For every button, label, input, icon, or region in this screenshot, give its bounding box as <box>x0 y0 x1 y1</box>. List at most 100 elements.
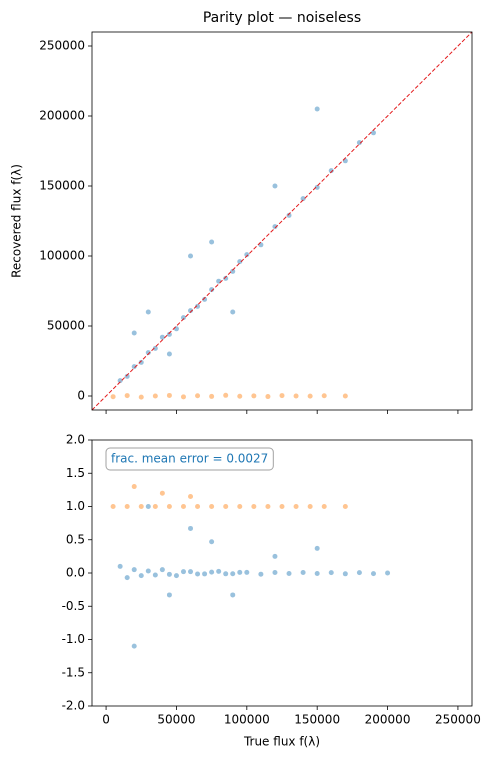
scatter-point <box>279 393 285 399</box>
scatter-point <box>286 571 292 577</box>
x-tick-label: 150000 <box>294 713 340 727</box>
scatter-point <box>138 359 144 365</box>
scatter-point <box>223 571 229 577</box>
x-tick-label: 200000 <box>365 713 411 727</box>
scatter-point <box>117 378 123 384</box>
scatter-series <box>117 106 376 384</box>
scatter-point <box>244 252 250 258</box>
y-tick-label: 1.0 <box>66 499 85 513</box>
y-tick-label: -1.0 <box>62 632 85 646</box>
y-tick-label: 0 <box>77 389 85 403</box>
scatter-point <box>314 184 320 190</box>
axes-frame <box>91 31 473 411</box>
x-tick-label: 50000 <box>157 713 195 727</box>
scatter-point <box>159 334 165 340</box>
scatter-point <box>188 253 194 259</box>
scatter-point <box>251 504 257 509</box>
scatter-series <box>110 392 348 400</box>
scatter-point <box>110 394 116 400</box>
scatter-point <box>216 568 222 574</box>
scatter-point <box>166 592 172 598</box>
scatter-point <box>300 196 306 202</box>
scatter-point <box>159 567 165 573</box>
x-tick-label: 0 <box>102 713 110 727</box>
y-tick-label: -1.5 <box>62 665 85 679</box>
scatter-point <box>195 303 201 309</box>
x-tick-label: 250000 <box>435 713 481 727</box>
scatter-point <box>131 643 137 649</box>
scatter-point <box>152 393 158 399</box>
scatter-point <box>166 504 172 509</box>
scatter-point <box>356 140 362 146</box>
scatter-point <box>265 394 271 400</box>
scatter-point <box>385 570 391 576</box>
scatter-point <box>188 525 194 531</box>
scatter-point <box>293 504 299 509</box>
scatter-point <box>230 592 236 598</box>
y-axis-label: Recovered flux f(λ) <box>10 164 24 278</box>
scatter-point <box>124 373 130 379</box>
scatter-point <box>138 394 144 400</box>
scatter-point <box>251 393 257 399</box>
scatter-point <box>237 569 243 575</box>
y-tick-label: 0.0 <box>66 566 85 580</box>
annotation: frac. mean error = 0.0027 <box>111 452 268 466</box>
scatter-series <box>117 504 391 649</box>
scatter-point <box>223 392 229 398</box>
scatter-point <box>328 168 334 174</box>
scatter-point <box>209 569 215 575</box>
scatter-point <box>307 393 313 399</box>
scatter-point <box>342 571 348 577</box>
annotation-box <box>105 447 274 471</box>
scatter-point <box>131 330 137 336</box>
scatter-point <box>202 571 208 577</box>
scatter-point <box>244 569 250 575</box>
scatter-point <box>138 504 144 509</box>
scatter-point <box>131 484 137 490</box>
y-tick-label: 2.0 <box>66 433 85 447</box>
scatter-point <box>152 345 158 351</box>
scatter-point <box>307 504 313 509</box>
y-tick-label: 100000 <box>39 249 85 263</box>
scatter-point <box>209 539 215 545</box>
scatter-point <box>209 504 215 509</box>
scatter-point <box>272 553 278 559</box>
scatter-point <box>356 570 362 576</box>
scatter-point <box>188 494 194 500</box>
scatter-point <box>152 572 158 578</box>
y-tick-label: 50000 <box>47 319 85 333</box>
scatter-point <box>202 296 208 302</box>
y-tick-label: 0.5 <box>66 532 85 546</box>
scatter-point <box>195 571 201 577</box>
scatter-point <box>237 504 243 509</box>
scatter-point <box>293 393 299 399</box>
scatter-point <box>209 239 215 245</box>
scatter-point <box>180 504 186 509</box>
scatter-point <box>230 268 236 274</box>
scatter-point <box>342 504 348 509</box>
y-tick-label: 250000 <box>39 39 85 53</box>
scatter-point <box>230 571 236 577</box>
chart-title: Parity plot — noiseless <box>203 10 361 26</box>
y-tick-label: -2.0 <box>62 699 85 713</box>
scatter-point <box>145 309 151 315</box>
scatter-point <box>272 224 278 230</box>
scatter-point <box>258 571 264 577</box>
scatter-point <box>314 545 320 551</box>
scatter-point <box>195 504 201 509</box>
scatter-point <box>180 315 186 321</box>
scatter-point <box>321 393 327 399</box>
scatter-point <box>209 393 215 399</box>
scatter-point <box>188 569 194 575</box>
y-tick-label: 200000 <box>39 109 85 123</box>
scatter-point <box>300 570 306 576</box>
scatter-point <box>188 308 194 314</box>
scatter-point <box>117 563 123 569</box>
scatter-point <box>145 504 151 509</box>
scatter-point <box>173 573 179 579</box>
scatter-point <box>166 392 172 398</box>
scatter-point <box>166 571 172 577</box>
scatter-point <box>237 393 243 399</box>
scatter-point <box>314 106 320 112</box>
